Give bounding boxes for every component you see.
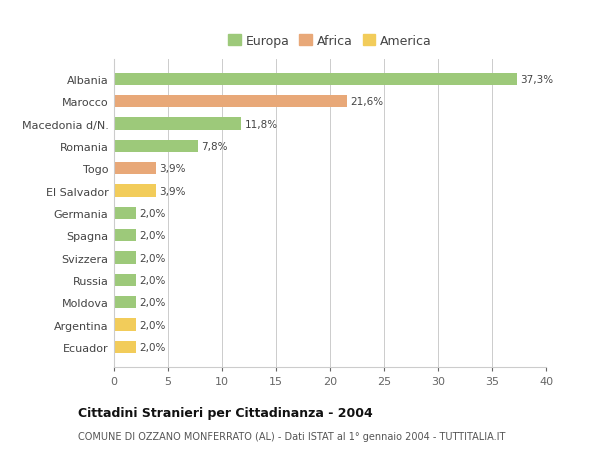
Bar bbox=[114, 252, 136, 264]
Bar bbox=[114, 73, 517, 86]
Bar bbox=[114, 319, 136, 331]
Bar bbox=[114, 163, 156, 175]
Bar bbox=[114, 274, 136, 286]
Text: 2,0%: 2,0% bbox=[139, 208, 165, 218]
Bar bbox=[114, 96, 347, 108]
Text: 11,8%: 11,8% bbox=[245, 119, 278, 129]
Text: 2,0%: 2,0% bbox=[139, 275, 165, 285]
Text: 21,6%: 21,6% bbox=[350, 97, 383, 107]
Legend: Europa, Africa, America: Europa, Africa, America bbox=[226, 32, 434, 50]
Bar bbox=[114, 207, 136, 219]
Text: 3,9%: 3,9% bbox=[160, 186, 186, 196]
Bar bbox=[114, 341, 136, 353]
Bar bbox=[114, 140, 198, 153]
Bar bbox=[114, 230, 136, 242]
Text: 2,0%: 2,0% bbox=[139, 297, 165, 308]
Text: 37,3%: 37,3% bbox=[520, 75, 553, 85]
Text: 2,0%: 2,0% bbox=[139, 231, 165, 241]
Text: 2,0%: 2,0% bbox=[139, 320, 165, 330]
Text: 2,0%: 2,0% bbox=[139, 342, 165, 352]
Text: COMUNE DI OZZANO MONFERRATO (AL) - Dati ISTAT al 1° gennaio 2004 - TUTTITALIA.IT: COMUNE DI OZZANO MONFERRATO (AL) - Dati … bbox=[78, 431, 505, 442]
Bar bbox=[114, 185, 156, 197]
Bar bbox=[114, 297, 136, 308]
Bar bbox=[114, 118, 241, 130]
Text: 3,9%: 3,9% bbox=[160, 164, 186, 174]
Text: Cittadini Stranieri per Cittadinanza - 2004: Cittadini Stranieri per Cittadinanza - 2… bbox=[78, 406, 373, 419]
Text: 7,8%: 7,8% bbox=[202, 142, 228, 151]
Text: 2,0%: 2,0% bbox=[139, 253, 165, 263]
